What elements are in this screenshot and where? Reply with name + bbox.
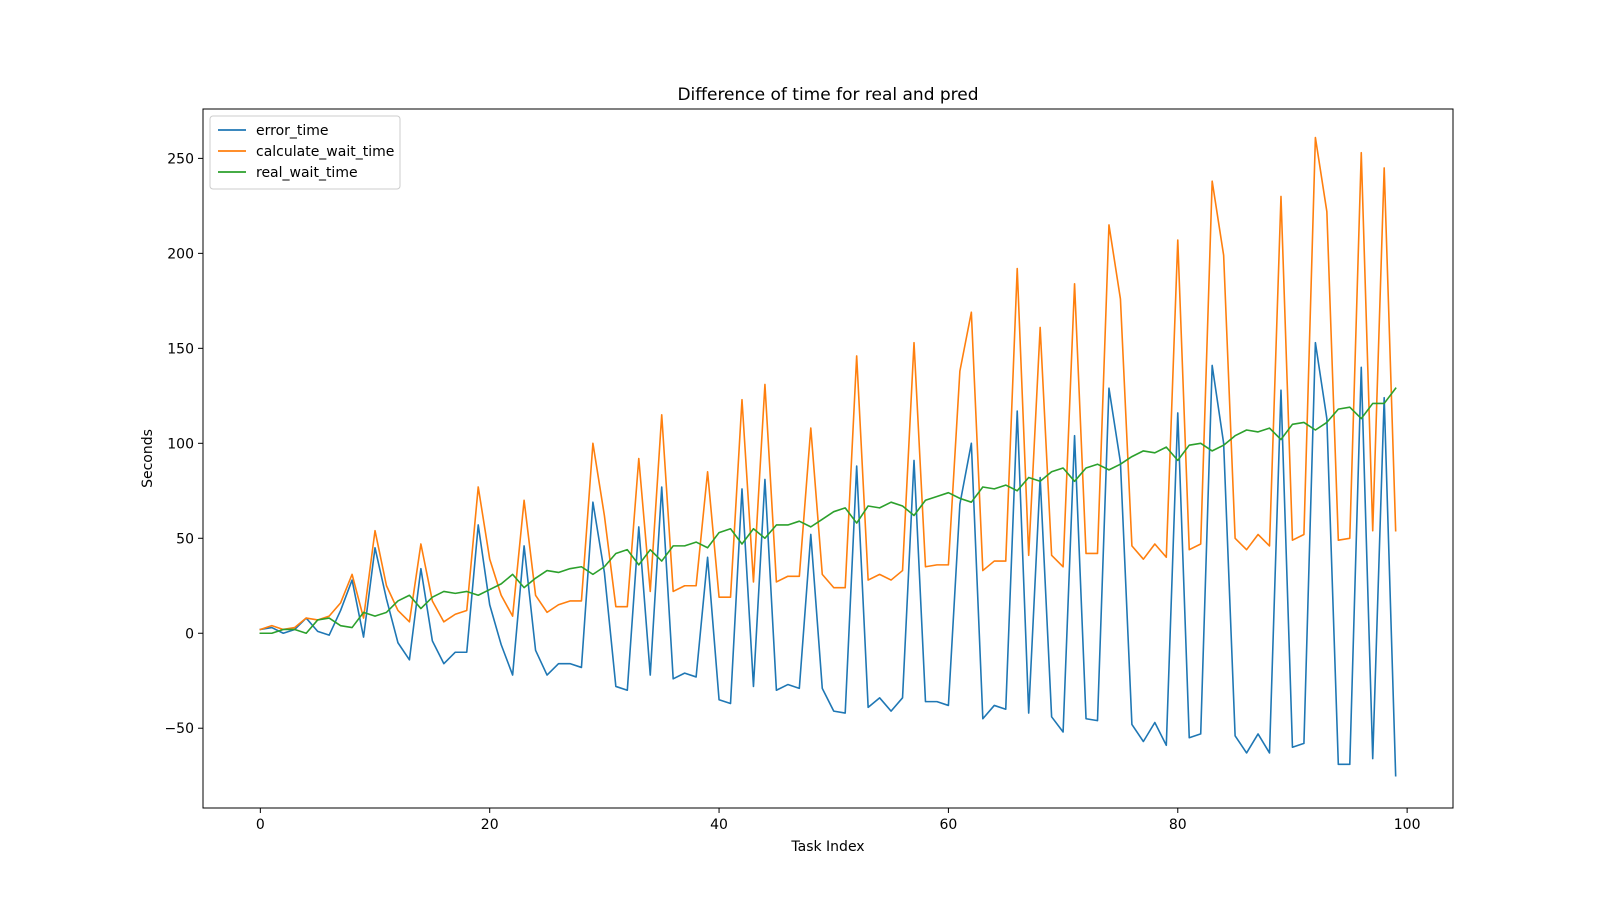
y-tick-label: 100 xyxy=(167,436,194,452)
x-tick-label: 40 xyxy=(710,817,728,833)
x-tick-label: 20 xyxy=(481,817,499,833)
x-tick-label: 60 xyxy=(939,817,957,833)
axes-frame xyxy=(202,108,1454,809)
series-line-calculate-wait-time xyxy=(259,136,1397,631)
y-axis-ticks: −50 0 50 100 150 200 250 xyxy=(164,151,203,737)
series-line-error-time xyxy=(259,341,1397,777)
legend-label-calculate-wait-time: calculate_wait_time xyxy=(256,144,394,160)
y-tick-label: 0 xyxy=(185,626,194,642)
legend-box xyxy=(209,115,401,190)
y-tick-label: 200 xyxy=(167,246,194,262)
y-tick-label: 50 xyxy=(176,531,194,547)
x-tick-label: 0 xyxy=(256,817,265,833)
x-axis-label: Task Index xyxy=(790,839,864,855)
series-layer xyxy=(259,136,1397,777)
y-axis-label: Seconds xyxy=(140,429,156,488)
legend-label-error-time: error_time xyxy=(256,123,329,139)
x-axis-ticks: 0 20 40 60 80 100 xyxy=(256,808,1421,833)
y-tick-label: 250 xyxy=(167,151,194,167)
x-tick-label: 100 xyxy=(1394,817,1421,833)
legend: error_time calculate_wait_time real_wait_t… xyxy=(209,115,401,190)
x-tick-label: 80 xyxy=(1169,817,1187,833)
y-tick-label: 150 xyxy=(167,341,194,357)
chart-title: Difference of time for real and pred xyxy=(677,85,978,105)
series-line-real-wait-time xyxy=(259,387,1397,635)
y-tick-label: −50 xyxy=(164,721,194,737)
legend-label-real-wait-time: real_wait_time xyxy=(256,165,358,181)
